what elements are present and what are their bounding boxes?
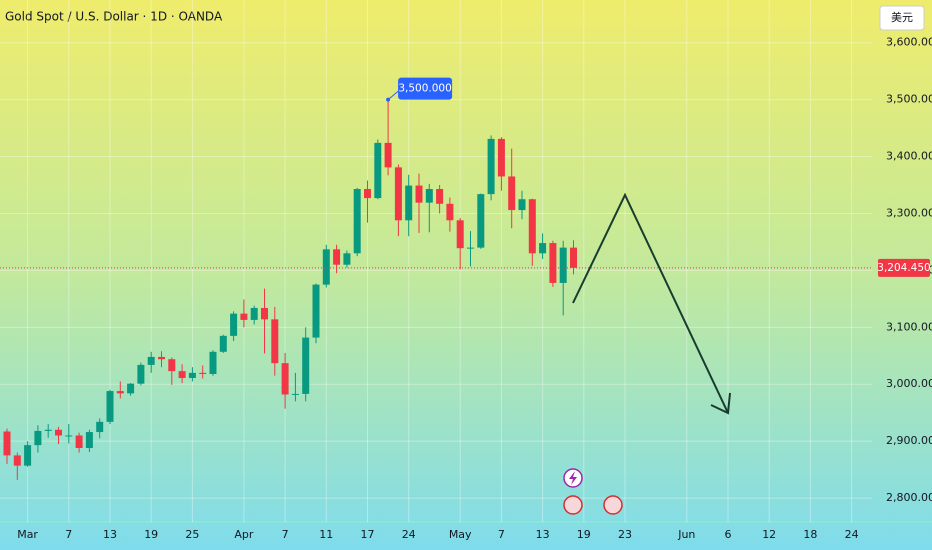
- x-tick-label: 24: [845, 528, 859, 541]
- candle-body: [106, 391, 114, 422]
- candle-body: [96, 421, 104, 433]
- x-tick-label: 24: [402, 528, 416, 541]
- event-flag[interactable]: [563, 495, 583, 515]
- x-tick-label: 18: [803, 528, 817, 541]
- candle-body: [487, 138, 495, 195]
- annotation-box: [398, 77, 453, 100]
- y-tick-label: 3,600.000: [886, 36, 932, 49]
- candle-body: [425, 188, 433, 203]
- x-tick-label: 17: [361, 528, 375, 541]
- x-tick-label: 7: [282, 528, 289, 541]
- candle-body: [405, 185, 413, 221]
- price-tag: [878, 258, 930, 277]
- candle-body: [158, 356, 165, 360]
- candle-body: [322, 249, 330, 285]
- x-tick-label: 25: [185, 528, 199, 541]
- grid: [0, 0, 872, 522]
- candle-body: [539, 243, 547, 254]
- x-tick-label: Jun: [677, 528, 695, 541]
- candle-body: [127, 383, 135, 394]
- candle-body: [188, 372, 196, 378]
- candle-body: [559, 247, 567, 283]
- x-tick-label: 6: [725, 528, 732, 541]
- x-tick-label: 7: [498, 528, 505, 541]
- y-tick-label: 3,300.000: [886, 206, 932, 219]
- x-tick-label: 23: [618, 528, 632, 541]
- candle-body: [364, 188, 371, 199]
- candle-body: [374, 142, 382, 199]
- x-tick-label: Mar: [17, 528, 38, 541]
- x-tick-label: 19: [577, 528, 591, 541]
- currency-box[interactable]: [879, 5, 925, 31]
- candle-body: [34, 430, 42, 446]
- x-tick-label: 13: [103, 528, 117, 541]
- arrow-head: [710, 392, 731, 415]
- candle-body: [55, 429, 62, 436]
- y-tick-label: 3,400.000: [886, 150, 932, 163]
- candle-body: [65, 435, 73, 437]
- y-tick-label: 3,000.000: [886, 377, 932, 390]
- candle-body: [343, 253, 351, 265]
- candle-body: [240, 313, 248, 320]
- candle-body: [302, 337, 310, 394]
- candle-body: [261, 307, 268, 320]
- candle-body: [477, 194, 485, 248]
- candle-body: [230, 313, 238, 336]
- candle-body: [75, 435, 83, 448]
- candle-body: [137, 364, 145, 384]
- candle-body: [436, 188, 444, 204]
- candle-body: [549, 243, 557, 283]
- x-tick-label: 12: [762, 528, 776, 541]
- candle-body: [281, 363, 289, 395]
- candle-body: [116, 391, 124, 394]
- x-tick-label: 19: [144, 528, 158, 541]
- candle-body: [24, 445, 32, 466]
- y-tick-label: 2,800.000: [886, 491, 932, 504]
- candle-body: [467, 247, 474, 249]
- candle-body: [570, 247, 577, 268]
- candle-body: [3, 431, 11, 456]
- candle-body: [199, 372, 207, 374]
- candle-body: [209, 351, 217, 374]
- candle-body: [13, 455, 21, 466]
- event-bolt: [569, 471, 577, 485]
- event-flag[interactable]: [603, 495, 623, 515]
- x-tick-label: 7: [65, 528, 72, 541]
- y-tick-label: 3,500.000: [886, 93, 932, 106]
- drawn-arrow: [572, 192, 729, 414]
- y-tick-label: 2,900.000: [886, 434, 932, 447]
- annotation-point: [386, 97, 391, 102]
- candle-body: [168, 359, 176, 372]
- candle-body: [85, 432, 93, 448]
- candle-body: [528, 199, 536, 254]
- candle-body: [44, 429, 52, 431]
- candle-body: [446, 203, 454, 221]
- candle-body: [147, 356, 155, 365]
- candle-body: [291, 393, 299, 395]
- y-tick-label: 3,100.000: [886, 320, 932, 333]
- chart-title: Gold Spot / U.S. Dollar · 1D · OANDA: [5, 10, 223, 24]
- candle-body: [250, 307, 258, 320]
- x-tick-label: Apr: [234, 528, 254, 541]
- price-tag-label: 3,204.450: [877, 262, 930, 274]
- candle-body: [394, 167, 402, 221]
- candle-body: [384, 142, 392, 168]
- candle-body: [415, 185, 423, 203]
- annotation-label: 3,500.000: [398, 83, 451, 95]
- candle-body: [508, 176, 516, 211]
- candle-body: [178, 371, 186, 378]
- candle-body: [518, 199, 526, 211]
- candle-body: [312, 284, 320, 338]
- x-tick-label: 11: [319, 528, 333, 541]
- currency[interactable]: 美元: [891, 11, 913, 24]
- x-tick-label: May: [449, 528, 472, 541]
- candle-body: [497, 138, 505, 177]
- x-tick-label: 13: [536, 528, 550, 541]
- candle-body: [353, 188, 361, 254]
- candle-body: [456, 220, 464, 249]
- candle-body: [333, 249, 341, 265]
- candle-body: [271, 319, 279, 364]
- candle-body: [219, 335, 227, 352]
